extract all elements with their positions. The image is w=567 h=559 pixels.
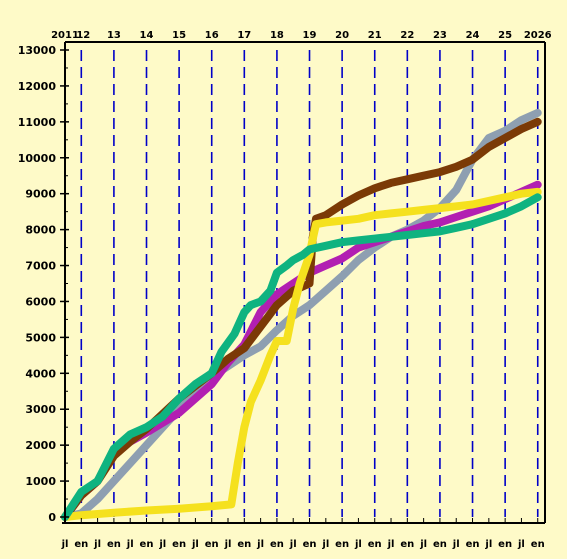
x-month-label: en	[498, 539, 512, 550]
x-month-label: jl	[387, 539, 395, 550]
x-month-label: jl	[256, 539, 264, 550]
axes	[60, 41, 546, 524]
x-year-label: 12	[76, 30, 90, 41]
x-month-label: en	[335, 539, 349, 550]
x-month-label: jl	[126, 539, 134, 550]
x-month-label: en	[303, 539, 317, 550]
series-line-4	[61, 187, 542, 521]
y-tick-label: 10000	[18, 152, 57, 165]
x-month-label: jl	[517, 539, 525, 550]
x-month-label: en	[368, 539, 382, 550]
x-year-label: 13	[107, 30, 121, 41]
x-month-label: en	[74, 539, 88, 550]
x-year-label: 15	[172, 30, 186, 41]
y-tick-label: 9000	[25, 188, 56, 201]
x-month-label: jl	[419, 539, 427, 550]
x-year-label: 17	[237, 30, 251, 41]
x-month-label: en	[205, 539, 219, 550]
x-year-label: 19	[303, 30, 317, 41]
x-month-label: jl	[93, 539, 101, 550]
x-month-label: jl	[289, 539, 297, 550]
x-month-label: jl	[158, 539, 166, 550]
x-month-label: en	[237, 539, 251, 550]
y-tick-label: 13000	[18, 44, 57, 57]
x-month-label: jl	[191, 539, 199, 550]
x-year-label: 25	[498, 30, 512, 41]
x-year-label: 20	[335, 30, 349, 41]
x-year-label: 2026	[524, 30, 552, 41]
y-tick-label: 6000	[25, 295, 56, 308]
x-year-label: 23	[433, 30, 447, 41]
x-month-label: en	[531, 539, 545, 550]
series-line-2	[61, 180, 542, 521]
x-month-label: en	[400, 539, 414, 550]
x-month-label: en	[466, 539, 480, 550]
x-month-label: en	[107, 539, 121, 550]
y-tick-label: 3000	[25, 403, 56, 416]
x-month-label: jl	[354, 539, 362, 550]
x-year-label: 24	[466, 30, 480, 41]
x-month-label: jl	[224, 539, 232, 550]
y-tick-label: 12000	[18, 80, 57, 93]
y-tick-label: 1000	[25, 475, 56, 488]
y-tick-label: 11000	[18, 116, 57, 129]
x-year-label: 16	[205, 30, 219, 41]
x-year-label: 21	[368, 30, 382, 41]
y-tick-label: 8000	[25, 224, 56, 237]
x-month-label: jl	[61, 539, 69, 550]
series-group	[61, 108, 542, 521]
y-tick-label: 5000	[25, 331, 56, 344]
tick-labels: 0 1000 2000 3000 4000 5000 6000 7000 8000 9000 100…	[18, 30, 552, 550]
y-tick-label: 0	[48, 511, 56, 524]
x-year-label: 22	[400, 30, 414, 41]
x-month-label: jl	[484, 539, 492, 550]
x-month-label: jl	[321, 539, 329, 550]
x-month-label: en	[172, 539, 186, 550]
y-tick-label: 7000	[25, 260, 56, 273]
x-month-label: en	[270, 539, 284, 550]
x-month-label: en	[140, 539, 154, 550]
x-year-label: 14	[140, 30, 154, 41]
series-line-5	[61, 193, 542, 521]
x-month-label: en	[433, 539, 447, 550]
x-month-label: jl	[452, 539, 460, 550]
series-line-1	[61, 108, 542, 521]
y-tick-label: 2000	[25, 439, 56, 452]
y-tick-label: 4000	[25, 367, 56, 380]
x-year-label: 18	[270, 30, 284, 41]
x-year-label: 2011	[51, 30, 79, 41]
